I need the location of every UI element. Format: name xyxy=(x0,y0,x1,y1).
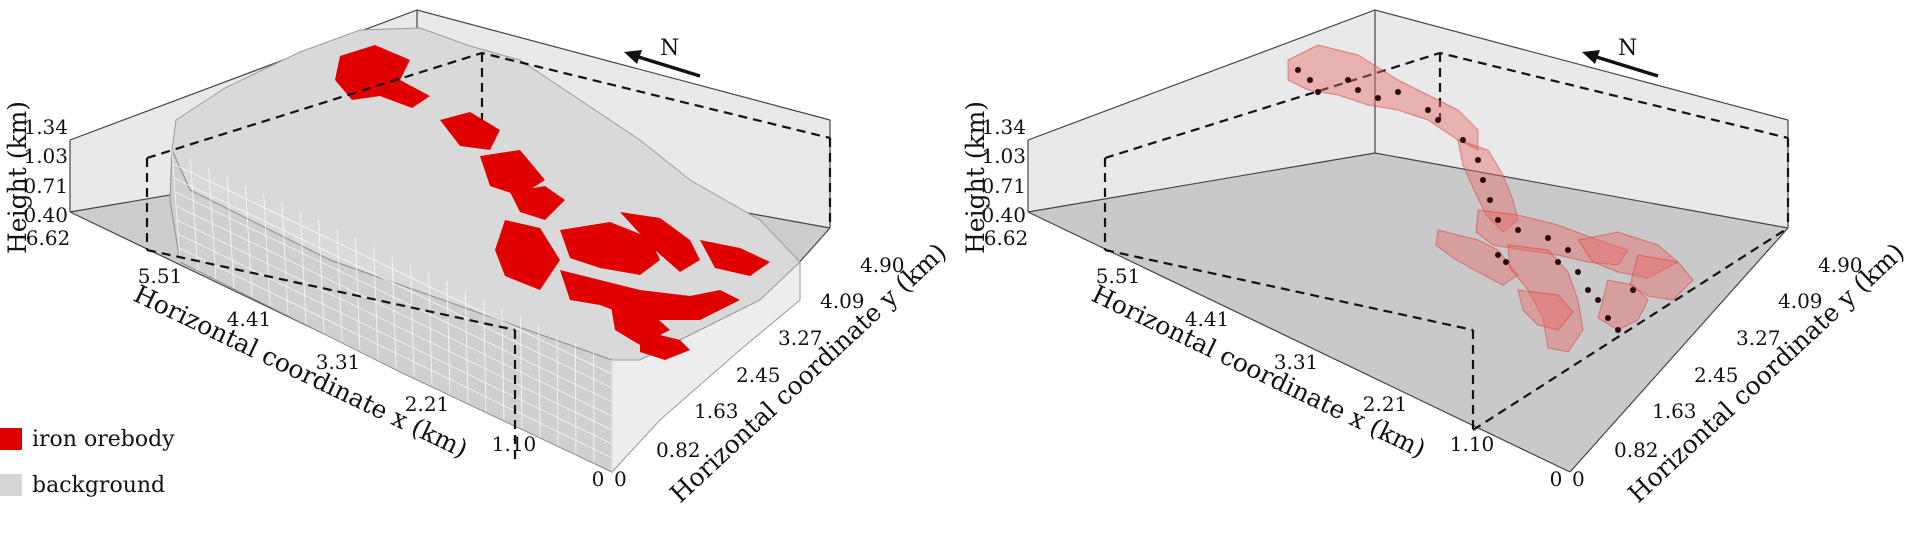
sample-point xyxy=(1545,235,1551,241)
right-z-ticks: 1.34 1.03 0.71 0.40 xyxy=(981,115,1026,227)
sample-point xyxy=(1495,252,1501,258)
z-tick-label: 1.03 xyxy=(981,144,1026,168)
sample-point xyxy=(1555,259,1561,265)
red-square-icon xyxy=(0,428,22,450)
sample-point xyxy=(1565,247,1571,253)
sample-point xyxy=(1615,327,1621,333)
y-tick-label: 4.90 xyxy=(1818,253,1863,277)
z-tick-label: 1.34 xyxy=(23,115,68,139)
z-tick-label: 0.71 xyxy=(981,174,1026,198)
sample-point xyxy=(1375,95,1381,101)
right-orebody xyxy=(1287,44,1694,353)
x-tick-label: 2.21 xyxy=(1363,392,1408,416)
z-tick-label: 0.71 xyxy=(23,174,68,198)
x-tick-label: 0 xyxy=(592,467,605,491)
y-tick-label: 1.63 xyxy=(1652,399,1697,423)
compass-label: N xyxy=(1618,36,1637,61)
y-tick-label: 0 xyxy=(1572,467,1585,491)
x-tick-label: 6.62 xyxy=(984,226,1029,250)
z-tick-label: 1.03 xyxy=(23,144,68,168)
z-tick-label: 0.40 xyxy=(23,203,68,227)
sample-point xyxy=(1575,269,1581,275)
y-tick-label: 2.45 xyxy=(736,363,781,387)
sample-point xyxy=(1307,77,1313,83)
sample-point xyxy=(1515,227,1521,233)
x-tick-label: 1.10 xyxy=(1450,432,1495,456)
y-tick-label: 4.90 xyxy=(860,253,905,277)
voxel-grid-lines xyxy=(171,149,613,472)
x-tick-label: 4.41 xyxy=(227,307,272,331)
legend-label: iron orebody xyxy=(32,426,175,452)
x-tick-label: 0 xyxy=(1550,467,1563,491)
legend-item-orebody: iron orebody xyxy=(0,424,175,454)
compass-label: N xyxy=(660,36,679,61)
y-tick-label: 0 xyxy=(614,467,627,491)
right-back-wall xyxy=(1028,10,1788,228)
left-compass: N xyxy=(624,36,701,78)
legend-label: background xyxy=(32,472,166,498)
x-tick-label: 2.21 xyxy=(405,392,450,416)
y-tick-label: 2.45 xyxy=(1694,363,1739,387)
left-x-ticks: 6.62 5.51 4.41 3.31 2.21 1.10 0 xyxy=(26,226,605,491)
right-floor xyxy=(1028,153,1788,472)
panel-right: N 1.34 1.03 0.71 0.40 Height (km) 6.62 5… xyxy=(961,9,1910,508)
y-tick-label: 0.82 xyxy=(656,438,701,462)
voxel-grid-line xyxy=(172,163,613,375)
left-section-box xyxy=(145,51,832,460)
left-y-ticks: 0 0.82 1.63 2.45 3.27 4.09 4.90 xyxy=(614,253,905,491)
x-tick-label: 3.31 xyxy=(1274,350,1319,374)
left-orebody-patches xyxy=(335,45,770,360)
legend-item-background: background xyxy=(0,470,175,500)
sample-point xyxy=(1435,117,1441,123)
right-section-box xyxy=(1103,51,1790,431)
sample-point xyxy=(1605,315,1611,321)
z-axis-label: Height (km) xyxy=(961,101,990,254)
x-tick-label: 3.31 xyxy=(316,350,361,374)
legend: iron orebody background xyxy=(0,424,175,516)
y-tick-label: 1.63 xyxy=(694,399,739,423)
voxel-grid-line xyxy=(178,247,613,459)
sample-point xyxy=(1355,87,1361,93)
sample-point xyxy=(1475,157,1481,163)
voxel-grid-line xyxy=(174,191,613,403)
z-tick-label: 0.40 xyxy=(981,203,1026,227)
z-tick-label: 1.34 xyxy=(981,115,1026,139)
voxel-grid-line xyxy=(175,205,613,417)
x-tick-label: 5.51 xyxy=(138,264,183,288)
sample-point xyxy=(1595,297,1601,303)
y-tick-label: 3.27 xyxy=(1736,326,1781,350)
sample-point xyxy=(1315,89,1321,95)
gray-square-icon xyxy=(0,474,22,496)
sample-point xyxy=(1295,67,1301,73)
sample-point xyxy=(1630,287,1636,293)
right-x-ticks: 6.62 5.51 4.41 3.31 2.21 1.10 0 xyxy=(984,226,1563,491)
y-tick-label: 3.27 xyxy=(778,326,823,350)
sample-point xyxy=(1503,259,1509,265)
sample-point xyxy=(1585,287,1591,293)
sample-point xyxy=(1345,77,1351,83)
sample-point xyxy=(1487,197,1493,203)
sample-point xyxy=(1480,177,1486,183)
right-sample-points xyxy=(1295,67,1636,333)
voxel-grid-line xyxy=(173,177,613,389)
voxel-grid-line xyxy=(177,233,613,445)
sample-point xyxy=(1495,217,1501,223)
voxel-grid-line xyxy=(176,219,613,431)
z-axis-label: Height (km) xyxy=(3,101,32,254)
y-tick-label: 4.09 xyxy=(820,289,865,313)
sample-point xyxy=(1425,107,1431,113)
left-z-ticks: 1.34 1.03 0.71 0.40 xyxy=(23,115,68,227)
x-tick-label: 4.41 xyxy=(1185,307,1230,331)
sample-point xyxy=(1395,89,1401,95)
y-tick-label: 0.82 xyxy=(1614,438,1659,462)
sample-point xyxy=(1460,137,1466,143)
right-y-ticks: 0 0.82 1.63 2.45 3.27 4.09 4.90 xyxy=(1572,253,1863,491)
x-tick-label: 6.62 xyxy=(26,226,71,250)
y-tick-label: 4.09 xyxy=(1778,289,1823,313)
right-compass: N xyxy=(1582,36,1659,78)
x-tick-label: 5.51 xyxy=(1096,264,1141,288)
x-tick-label: 1.10 xyxy=(492,432,537,456)
